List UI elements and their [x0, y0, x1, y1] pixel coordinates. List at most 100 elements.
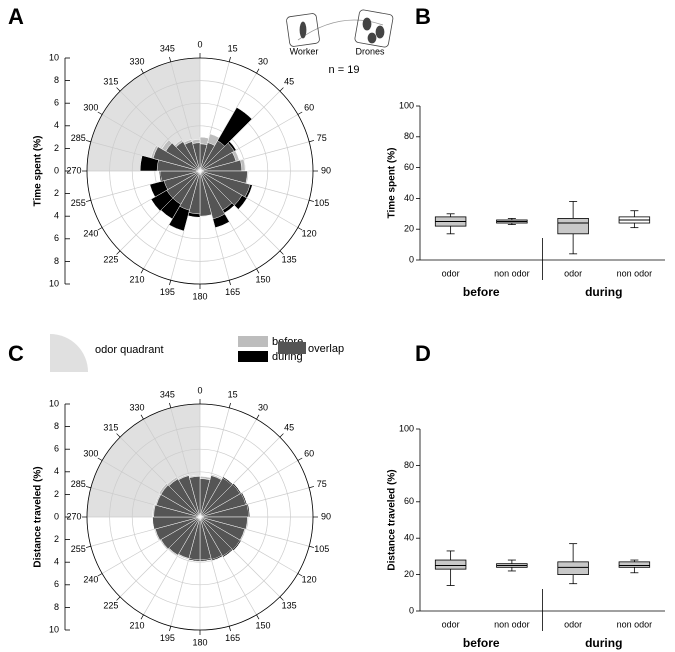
theta-tick-label: 90 — [321, 165, 331, 175]
outer-circle — [86, 57, 314, 285]
theta-tick — [297, 573, 303, 577]
theta-tick — [279, 433, 284, 438]
y-axis-label: Distance traveled (%) — [33, 466, 44, 567]
panel-label: A — [8, 4, 24, 29]
theta-tick-label: 135 — [282, 254, 297, 264]
wedge-overlap — [199, 170, 243, 206]
theta-tick — [228, 280, 231, 286]
y-tick-label: 100 — [399, 100, 414, 110]
theta-tick-label: 135 — [282, 600, 297, 610]
x-tick-label: odor — [442, 619, 460, 629]
theta-tick-label: 255 — [71, 198, 86, 208]
theta-tick-label: 270 — [66, 165, 81, 175]
theta-tick-label: 120 — [302, 228, 317, 238]
theta-tick — [116, 433, 121, 438]
wedge-overlap — [152, 516, 201, 530]
theta-tick-label: 15 — [228, 44, 238, 54]
wedge-overlap — [199, 170, 213, 217]
theta-tick — [169, 402, 172, 408]
theta-tick-label: 195 — [160, 287, 175, 297]
icon-label: Drones — [355, 46, 385, 56]
wedge-overlap — [175, 141, 201, 172]
wedge-overlap — [199, 170, 251, 198]
r-tick-label: 10 — [49, 52, 59, 62]
theta-tick-label: 255 — [71, 544, 86, 554]
theta-tick-label: 330 — [129, 56, 144, 66]
r-tick-label: 10 — [49, 278, 59, 288]
y-tick-label: 80 — [404, 460, 414, 470]
r-tick-label: 8 — [54, 421, 59, 431]
r-tick-label: 4 — [54, 120, 59, 130]
theta-tick — [85, 545, 91, 548]
theta-tick — [140, 268, 144, 274]
legend-swatch — [238, 336, 268, 347]
x-tick-label: non odor — [617, 268, 653, 278]
theta-tick-label: 180 — [192, 291, 207, 301]
theta-tick-label: 345 — [160, 44, 175, 54]
r-tick-label: 4 — [54, 466, 59, 476]
r-tick-label: 8 — [54, 602, 59, 612]
wedge-overlap — [199, 504, 249, 518]
panel-label: C — [8, 341, 24, 366]
theta-tick-label: 75 — [317, 133, 327, 143]
panel-label: B — [415, 4, 431, 29]
wedge-overlap — [199, 516, 233, 557]
wedge-overlap — [168, 478, 201, 518]
theta-tick — [256, 614, 260, 620]
theta-tick-label: 60 — [304, 102, 314, 112]
wedge-overlap — [184, 141, 201, 172]
wedge-overlap — [152, 146, 201, 172]
theta-tick — [256, 414, 260, 420]
theta-tick — [85, 140, 91, 143]
theta-tick — [297, 227, 303, 231]
theta-tick-label: 345 — [160, 390, 175, 400]
theta-tick — [169, 56, 172, 62]
theta-tick-label: 315 — [103, 76, 118, 86]
theta-tick-label: 180 — [192, 637, 207, 647]
theta-tick — [116, 250, 121, 255]
theta-tick-label: 150 — [255, 620, 270, 630]
group-label: before — [463, 636, 500, 650]
r-tick-label: 4 — [54, 557, 59, 567]
wedge-overlap — [192, 142, 201, 172]
theta-tick — [97, 457, 103, 461]
r-tick-label: 10 — [49, 398, 59, 408]
theta-tick-label: 150 — [255, 274, 270, 284]
theta-tick-label: 300 — [83, 448, 98, 458]
theta-tick-label: 30 — [258, 402, 268, 412]
theta-tick — [256, 268, 260, 274]
r-tick-label: 6 — [54, 233, 59, 243]
theta-tick — [279, 596, 284, 601]
y-axis-label: Distance traveled (%) — [387, 469, 398, 570]
x-tick-label: odor — [564, 619, 582, 629]
x-tick-label: non odor — [494, 619, 530, 629]
wedge-overlap — [166, 170, 201, 199]
theta-tick — [228, 56, 231, 62]
y-tick-label: 40 — [404, 533, 414, 543]
x-tick-label: non odor — [494, 268, 530, 278]
theta-tick-label: 45 — [284, 422, 294, 432]
theta-tick-label: 210 — [129, 274, 144, 284]
theta-tick-label: 285 — [71, 479, 86, 489]
wedge-overlap — [189, 476, 201, 518]
theta-tick-label: 225 — [103, 600, 118, 610]
y-axis-label: Time spent (%) — [387, 148, 398, 219]
theta-tick-label: 90 — [321, 511, 331, 521]
theta-tick — [309, 486, 315, 489]
y-tick-label: 20 — [404, 224, 414, 234]
r-tick-label: 0 — [54, 165, 59, 175]
y-tick-label: 100 — [399, 423, 414, 433]
theta-tick — [279, 87, 284, 92]
theta-tick — [297, 457, 303, 461]
group-label: during — [585, 285, 622, 299]
r-tick-label: 8 — [54, 75, 59, 85]
legend-label: odor quadrant — [95, 344, 164, 356]
theta-tick — [140, 68, 144, 74]
theta-tick-label: 300 — [83, 102, 98, 112]
theta-tick — [279, 250, 284, 255]
theta-tick — [297, 111, 303, 115]
theta-tick — [228, 626, 231, 632]
legend-swatch — [238, 351, 268, 362]
theta-tick-label: 0 — [197, 385, 202, 395]
